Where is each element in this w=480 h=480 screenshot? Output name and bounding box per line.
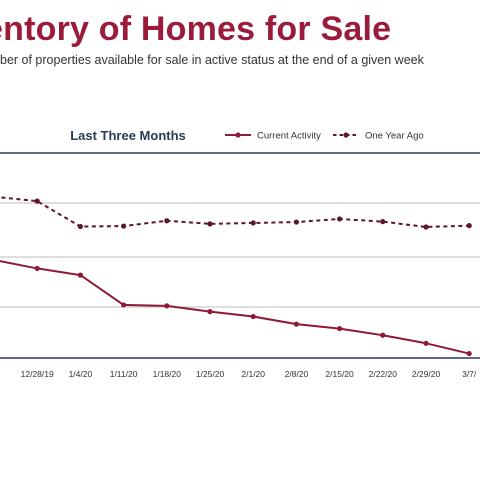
data-point-current-activity <box>380 332 386 338</box>
x-tick-label: 2/29/20 <box>412 369 441 379</box>
x-tick-label: 2/22/20 <box>369 369 398 379</box>
series-line-one-year-ago <box>0 196 470 228</box>
legend: Current Activity One Year Ago <box>225 131 424 142</box>
data-point-current-activity <box>250 313 256 320</box>
series-line-current-activity <box>0 260 470 355</box>
x-tick-label: 12/28/19 <box>21 369 54 379</box>
data-point-current-activity <box>337 325 343 332</box>
x-tick-label: 2/15/20 <box>325 369 354 379</box>
legend-item-one-year-ago: One Year Ago <box>333 131 424 142</box>
x-tick-label: 1/11/20 <box>110 369 138 379</box>
page-subtitle: ber of properties available for sale in … <box>0 53 424 67</box>
data-point-one-year-ago <box>423 224 429 230</box>
data-point-one-year-ago <box>121 223 127 229</box>
data-point-one-year-ago <box>293 219 299 225</box>
data-point-current-activity <box>207 309 213 315</box>
chart-title: Last Three Months <box>70 128 186 143</box>
data-point-current-activity <box>293 321 299 327</box>
data-point-one-year-ago <box>380 219 386 225</box>
data-point-current-activity <box>423 340 429 346</box>
data-point-current-activity <box>77 272 83 278</box>
x-tick-label: 1/18/20 <box>153 369 182 379</box>
x-tick-label: 2/1/20 <box>241 369 265 379</box>
data-point-current-activity <box>34 265 40 272</box>
page-title: entory of Homes for Sale <box>0 10 392 48</box>
legend-label-one-year-ago: One Year Ago <box>365 131 424 142</box>
data-point-current-activity <box>466 350 472 357</box>
data-point-one-year-ago <box>34 198 40 204</box>
data-point-current-activity <box>121 302 127 308</box>
data-point-one-year-ago <box>207 221 213 227</box>
legend-item-current-activity: Current Activity <box>225 131 321 142</box>
x-tick-label: 1/4/20 <box>69 369 93 379</box>
x-tick-label: 1/25/20 <box>196 369 225 379</box>
data-point-one-year-ago <box>466 223 472 229</box>
legend-label-current-activity: Current Activity <box>257 131 321 142</box>
data-point-current-activity <box>164 303 170 309</box>
x-tick-label: 2/8/20 <box>285 369 309 379</box>
data-point-one-year-ago <box>77 223 83 230</box>
x-tick-label: 3/7/ <box>462 369 477 379</box>
data-point-one-year-ago <box>250 220 256 226</box>
data-point-one-year-ago <box>164 218 170 224</box>
data-point-one-year-ago <box>337 216 343 222</box>
